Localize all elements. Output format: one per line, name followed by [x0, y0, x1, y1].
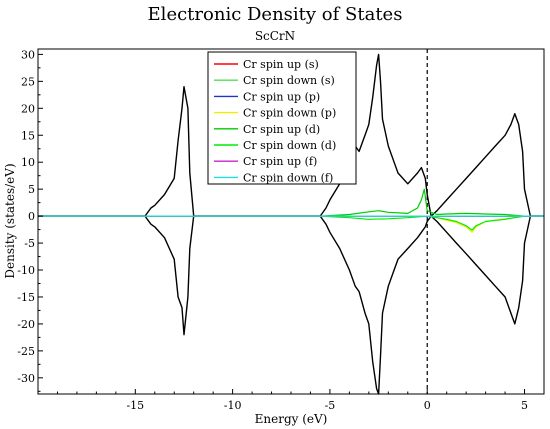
- y-tick-label: 5: [28, 183, 35, 196]
- y-tick-label: -10: [17, 264, 35, 277]
- y-tick-label: -20: [17, 318, 35, 331]
- series-line-1: [38, 215, 544, 395]
- y-tick-label: -25: [17, 345, 35, 358]
- y-axis-label: Density (states/eV): [3, 163, 17, 278]
- legend-label: Cr spin down (p): [243, 107, 336, 120]
- x-tick-label: -10: [224, 399, 242, 412]
- y-tick-label: -5: [24, 237, 35, 250]
- y-tick-label: -30: [17, 372, 35, 385]
- y-tick-label: 10: [21, 156, 35, 169]
- legend-label: Cr spin up (p): [243, 90, 320, 103]
- y-tick-label: 0: [28, 210, 35, 223]
- y-tick-label: 15: [21, 129, 35, 142]
- legend-label: Cr spin down (s): [243, 74, 335, 87]
- legend-label: Cr spin down (d): [243, 139, 336, 152]
- legend-label: Cr spin up (d): [243, 123, 320, 136]
- y-tick-label: 25: [21, 75, 35, 88]
- chart-title: Electronic Density of States: [148, 4, 403, 25]
- series-line-7: [38, 215, 544, 231]
- legend: Cr spin up (s) Cr spin down (s) Cr spin up…: [207, 51, 357, 185]
- x-tick-label: -5: [325, 399, 336, 412]
- x-tick-label: 5: [521, 399, 528, 412]
- plot-area: [38, 49, 544, 395]
- legend-box: [207, 51, 357, 185]
- x-tick-label: -15: [126, 399, 144, 412]
- y-tick-label: -15: [17, 291, 35, 304]
- x-axis-label: Energy (eV): [255, 412, 328, 426]
- chart-subtitle: ScCrN: [255, 29, 295, 43]
- y-axis-ticks: -30 -25 -20 -15 -10 -5 0 5 10 15 20 25 30: [17, 48, 43, 392]
- series-line-6: [38, 188, 544, 217]
- legend-label: Cr spin up (f): [243, 155, 317, 168]
- series-line-0: [38, 53, 544, 217]
- series-line-5: [38, 215, 544, 233]
- legend-label: Cr spin down (f): [243, 171, 333, 184]
- y-tick-label: 30: [21, 48, 35, 61]
- x-tick-label: 0: [424, 399, 431, 412]
- x-axis-ticks: -15 -10 -5 0 5: [56, 389, 545, 412]
- legend-label: Cr spin up (s): [243, 58, 319, 71]
- y-tick-label: 20: [21, 102, 35, 115]
